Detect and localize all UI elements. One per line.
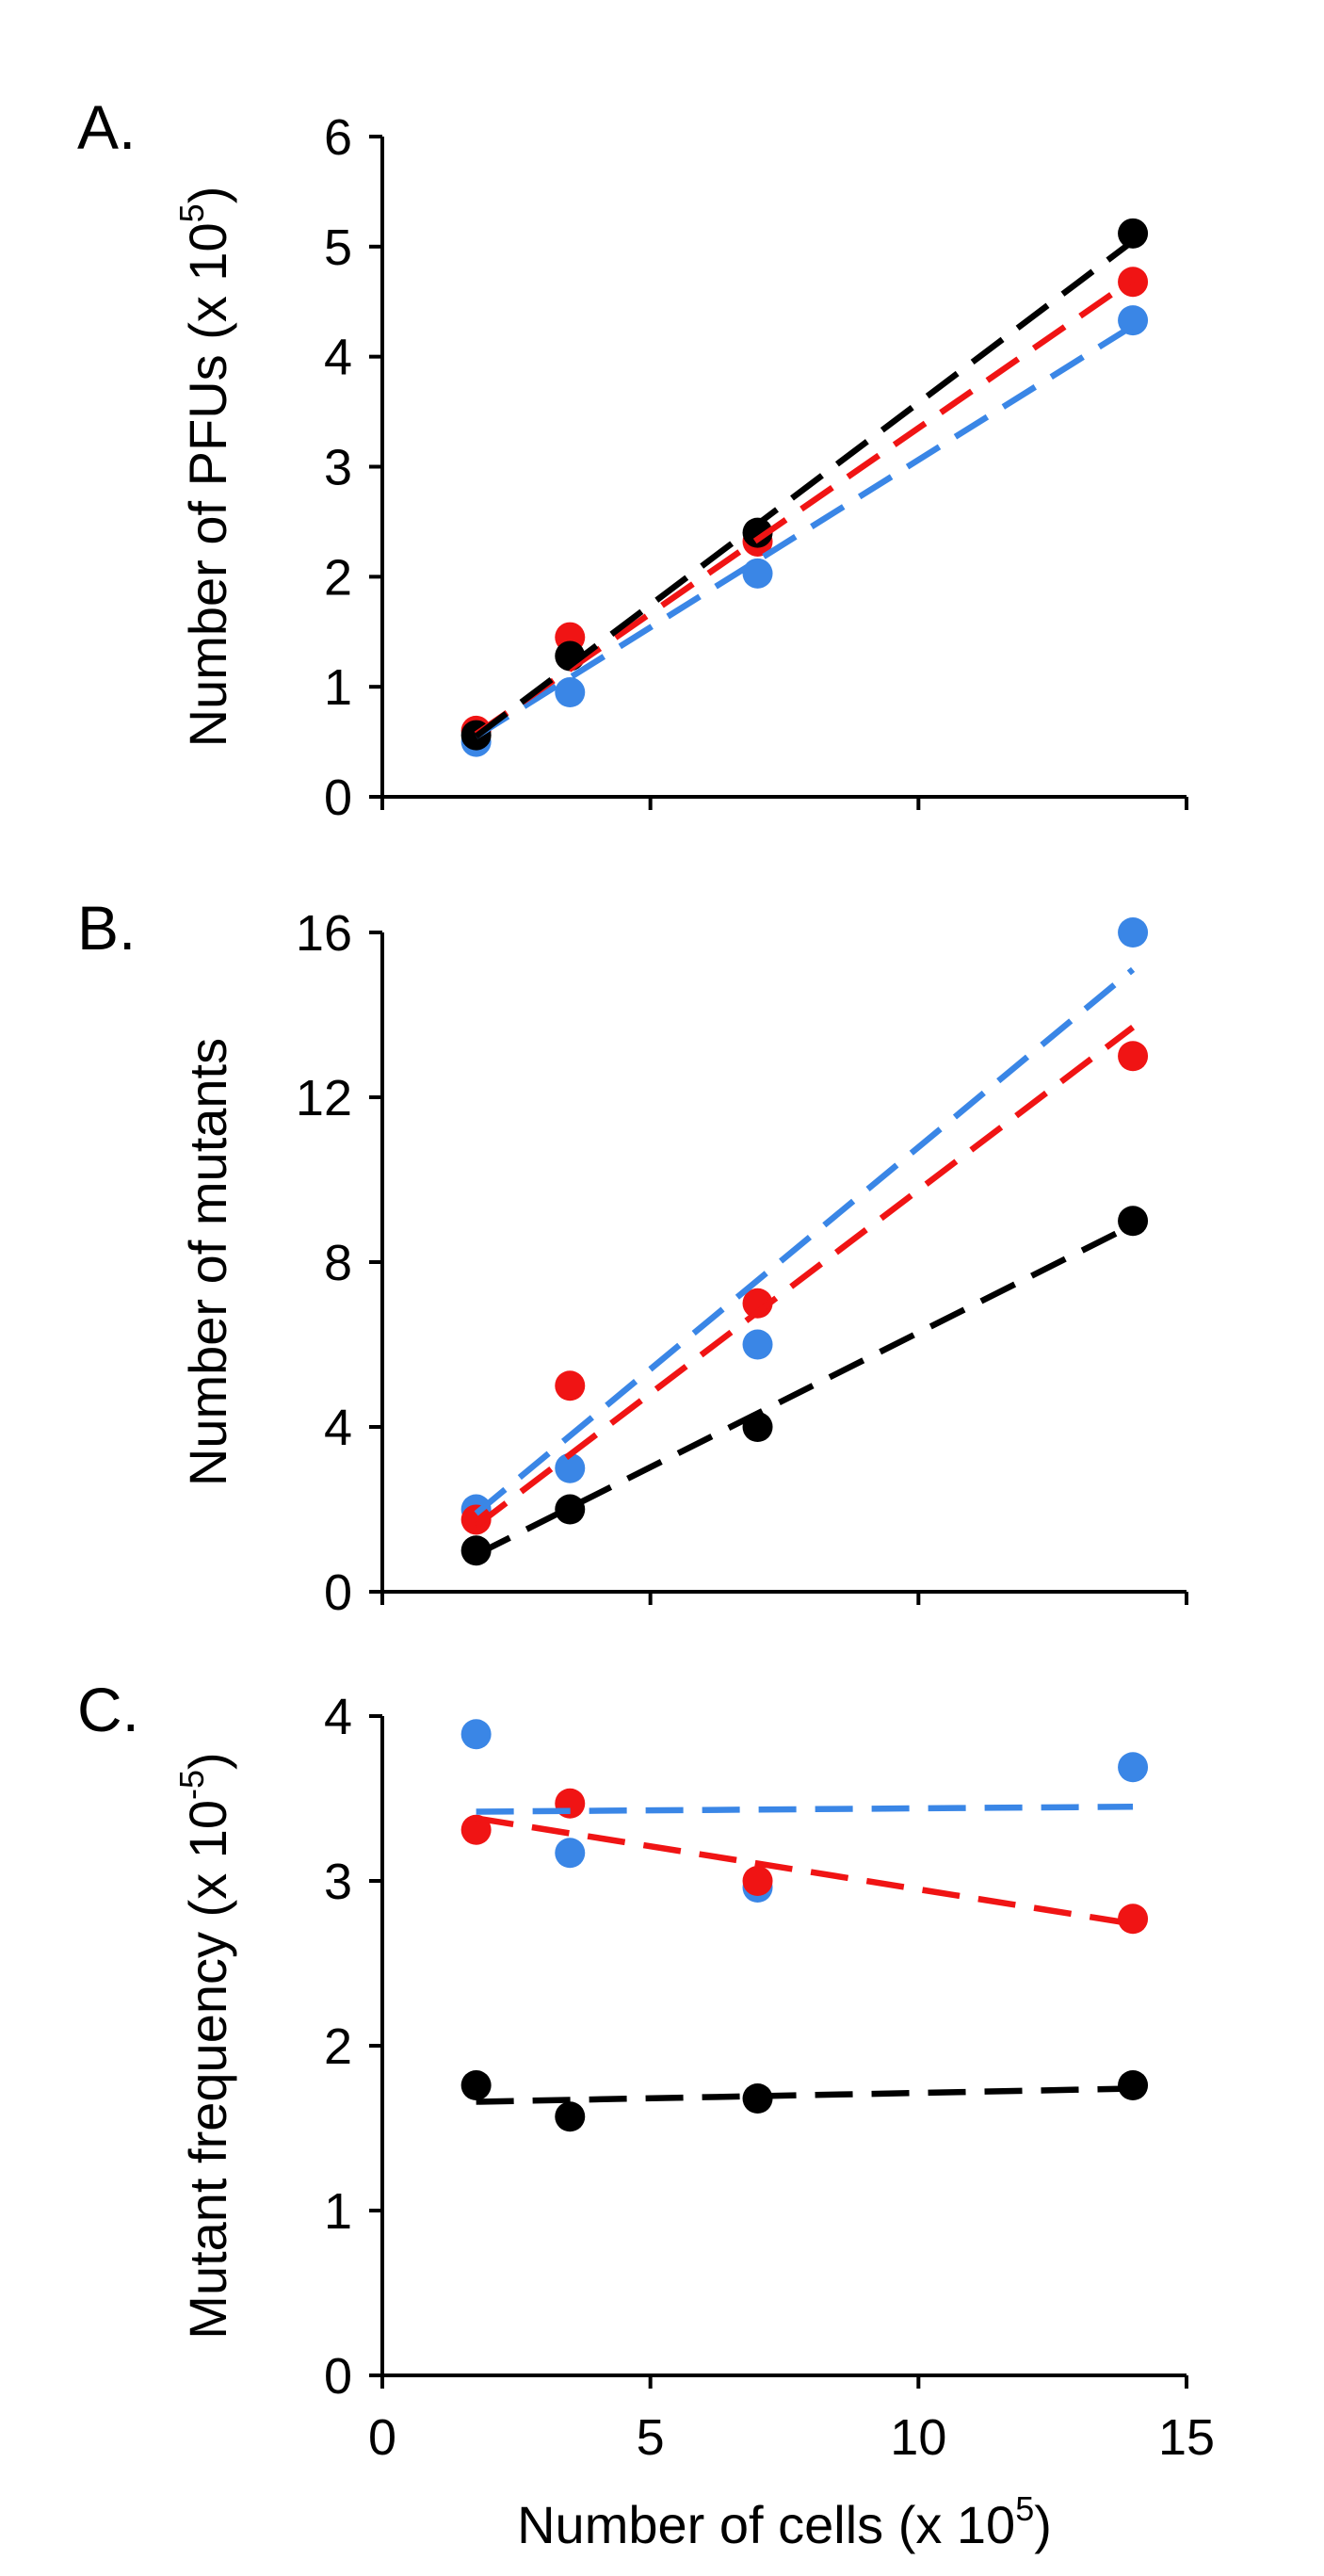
y-tick-label: 3 xyxy=(324,1854,352,1910)
y-tick-label: 3 xyxy=(324,440,352,496)
data-point-red-4 xyxy=(1118,1041,1149,1072)
data-point-blue-3 xyxy=(742,1329,773,1360)
data-point-blue-1 xyxy=(460,1719,492,1750)
y-axis-title: Mutant frequency (x 10-5) xyxy=(172,1752,237,2339)
panel-2: B. 0 4 8 12 16 Number of mutants xyxy=(77,893,1188,1621)
data-point-black-4 xyxy=(1118,2070,1149,2100)
panel-letter: C. xyxy=(77,1675,139,1744)
y-tick-label: 1 xyxy=(324,659,352,716)
data-point-black-3 xyxy=(742,2083,773,2114)
trend-line-blue xyxy=(474,966,1136,1516)
y-axis-title: Number of mutants xyxy=(178,1038,237,1486)
data-point-blue-2 xyxy=(555,677,586,708)
x-axis-title-text: Number of cells (x 10 xyxy=(517,2495,1015,2554)
y-tick-label: 5 xyxy=(324,219,352,276)
trend-line-black xyxy=(476,2085,1134,2105)
y-axis-title-text: Mutant frequency (x 10 xyxy=(178,1800,237,2340)
x-axis-title-end: ) xyxy=(1034,2495,1052,2554)
y-tick-label: 0 xyxy=(324,770,352,826)
y-tick-label: 4 xyxy=(324,330,352,386)
data-point-red-2 xyxy=(555,1370,586,1401)
x-tick-label: 0 xyxy=(368,2409,396,2466)
y-axis-title-text: Number of PFUs (x 10 xyxy=(178,222,237,747)
y-axis-title-text: Number of mutants xyxy=(178,1038,237,1486)
data-point-black-1 xyxy=(460,1535,492,1566)
trend-line-black xyxy=(475,1222,1135,1558)
y-tick-label: 4 xyxy=(324,1400,352,1456)
trend-line-red xyxy=(474,1025,1136,1529)
y-tick-label: 1 xyxy=(324,2183,352,2240)
y-axis-title: Number of PFUs (x 105) xyxy=(172,186,237,748)
y-tick-label: 6 xyxy=(324,109,352,166)
data-point-blue-2 xyxy=(555,1452,586,1483)
y-tick-label: 0 xyxy=(324,1564,352,1621)
data-point-blue-3 xyxy=(742,558,773,589)
data-point-red-3 xyxy=(742,1866,773,1896)
data-point-red-4 xyxy=(1118,1904,1149,1935)
trend-line-red xyxy=(474,277,1135,737)
y-tick-label: 2 xyxy=(324,549,352,606)
data-point-blue-2 xyxy=(555,1838,586,1869)
data-point-black-4 xyxy=(1118,1206,1149,1237)
y-axis-title-end: ) xyxy=(178,1752,237,1770)
trend-line-blue xyxy=(474,323,1135,739)
y-tick-label: 2 xyxy=(324,2018,352,2075)
data-point-black-1 xyxy=(460,2070,492,2100)
x-tick-label: 15 xyxy=(1158,2409,1215,2466)
x-tick-label: 10 xyxy=(890,2409,946,2466)
y-tick-label: 0 xyxy=(324,2348,352,2405)
data-point-red-3 xyxy=(742,1288,773,1319)
trend-line-black xyxy=(474,238,1136,739)
data-point-blue-4 xyxy=(1118,1752,1149,1783)
x-tick-label: 5 xyxy=(637,2409,665,2466)
y-axis-title-end: ) xyxy=(178,186,237,204)
trend-line-red xyxy=(476,1815,1134,1927)
panel-letter: B. xyxy=(77,893,136,963)
y-tick-label: 4 xyxy=(324,1689,352,1745)
panel-letter: A. xyxy=(77,92,136,162)
data-point-red-1 xyxy=(460,1504,492,1535)
x-axis-title: Number of cells (x 105) xyxy=(517,2489,1052,2554)
y-axis-title-superscript: 5 xyxy=(172,203,211,222)
y-tick-label: 16 xyxy=(296,905,352,962)
data-point-black-3 xyxy=(742,517,773,548)
y-tick-label: 12 xyxy=(296,1070,352,1126)
y-tick-label: 8 xyxy=(324,1235,352,1291)
data-point-black-4 xyxy=(1118,218,1149,249)
data-point-black-2 xyxy=(555,1494,586,1525)
x-axis-title-superscript: 5 xyxy=(1015,2489,1034,2528)
data-point-black-2 xyxy=(555,2101,586,2132)
y-axis-title-superscript: -5 xyxy=(172,1770,211,1800)
data-point-blue-4 xyxy=(1118,917,1149,948)
